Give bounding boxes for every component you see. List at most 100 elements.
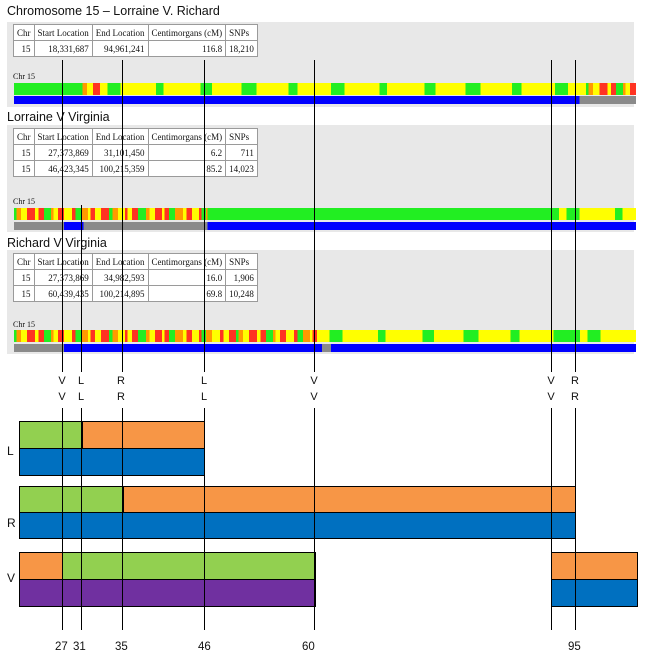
block-l-blue [19, 448, 205, 476]
reference-line [122, 408, 123, 630]
match-track [14, 96, 636, 104]
reference-line [314, 60, 315, 372]
position-label: 95 [568, 641, 581, 653]
table-row: 15 18,331,687 94,961,241 116.8 18,210 [13, 40, 258, 57]
col-chr: Chr [13, 24, 35, 41]
col-snps: SNPs [225, 253, 258, 270]
marker-letter: V [547, 375, 555, 387]
cell: 27,373,869 [33, 144, 93, 161]
reference-line [204, 60, 205, 372]
cell: 46,423,345 [33, 160, 93, 177]
match-track [14, 344, 636, 352]
marker-letter: V [58, 375, 66, 387]
block-v-right-blue [551, 579, 638, 607]
match-track [14, 222, 636, 230]
table-row: 15 60,439,435 100,214,895 69.8 10,248 [13, 285, 258, 302]
marker-letter: V [310, 391, 318, 403]
position-label: 27 [55, 641, 68, 653]
segment-table: Chr Start Location End Location Centimor… [13, 128, 258, 177]
table-header-row: Chr Start Location End Location Centimor… [13, 128, 258, 145]
cell: 34,982,593 [91, 269, 149, 286]
panel-title: Lorraine V Virginia [7, 110, 110, 124]
cell: 27,373,869 [33, 269, 93, 286]
reference-line [62, 408, 63, 630]
cell: 69.8 [147, 285, 227, 302]
cell: 1,906 [225, 269, 258, 286]
block-v-purple [19, 579, 316, 607]
position-label: 35 [115, 641, 128, 653]
col-start: Start Location [33, 24, 93, 41]
color-track [14, 208, 636, 220]
cell: 31,101,450 [91, 144, 149, 161]
comparison-panel: Chr Start Location End Location Centimor… [7, 125, 636, 232]
cell: 711 [225, 144, 258, 161]
table-header-row: Chr Start Location End Location Centimor… [13, 253, 258, 270]
marker-letter: L [200, 391, 208, 403]
comparison-panel: Chr Start Location End Location Centimor… [7, 22, 636, 107]
block-v-green [62, 552, 316, 580]
cell: 100,214,895 [91, 285, 149, 302]
col-cm: Centimorgans (cM) [147, 253, 227, 270]
cell: 15 [13, 269, 35, 286]
col-end: End Location [91, 253, 149, 270]
col-snps: SNPs [225, 128, 258, 145]
marker-letter: V [58, 391, 66, 403]
marker-letter: V [547, 391, 555, 403]
cell: 15 [13, 160, 35, 177]
cell: 14,023 [225, 160, 258, 177]
position-label: 31 [73, 641, 86, 653]
reference-line [314, 408, 315, 630]
col-end: End Location [91, 128, 149, 145]
panel-title: Richard V Virginia [7, 236, 107, 250]
col-end: End Location [91, 24, 149, 41]
col-start: Start Location [33, 128, 93, 145]
marker-letter: R [571, 391, 579, 403]
cell: 10,248 [225, 285, 258, 302]
marker-letter: L [77, 375, 85, 387]
color-track [14, 330, 636, 342]
reference-line [551, 60, 552, 372]
cell: 16.0 [147, 269, 227, 286]
col-cm: Centimorgans (cM) [147, 128, 227, 145]
table-row: 15 27,373,869 34,982,593 16.0 1,906 [13, 269, 258, 286]
reference-line [575, 60, 576, 372]
color-track [14, 83, 636, 95]
cell: 15 [13, 285, 35, 302]
cell: 18,210 [225, 40, 258, 57]
marker-letter: R [117, 375, 125, 387]
col-cm: Centimorgans (cM) [147, 24, 227, 41]
position-label: 60 [302, 641, 315, 653]
reference-line [81, 205, 82, 372]
cell: 85.2 [147, 160, 227, 177]
cell: 18,331,687 [33, 40, 93, 57]
reference-line [81, 408, 82, 630]
row-label-r: R [7, 516, 16, 530]
cell: 15 [13, 144, 35, 161]
reference-line [575, 408, 576, 630]
block-r-orange [123, 486, 576, 513]
block-l-orange [82, 421, 205, 449]
chr-label: Chr 15 [13, 72, 35, 81]
cell: 100,215,359 [91, 160, 149, 177]
marker-letter: L [77, 391, 85, 403]
block-v-right-orange [551, 552, 638, 580]
col-chr: Chr [13, 253, 35, 270]
table-header-row: Chr Start Location End Location Centimor… [13, 24, 258, 41]
marker-letter: R [117, 391, 125, 403]
block-r-blue [19, 512, 576, 539]
col-snps: SNPs [225, 24, 258, 41]
panel-title: Chromosome 15 – Lorraine V. Richard [7, 4, 220, 18]
row-label-v: V [7, 571, 16, 585]
block-l-green [19, 421, 83, 449]
table-row: 15 46,423,345 100,215,359 85.2 14,023 [13, 160, 258, 177]
cell: 15 [13, 40, 35, 57]
comparison-panel: Chr Start Location End Location Centimor… [7, 250, 636, 354]
cell: 94,961,241 [91, 40, 149, 57]
marker-letter: L [200, 375, 208, 387]
segment-table: Chr Start Location End Location Centimor… [13, 253, 258, 302]
cell: 116.8 [147, 40, 227, 57]
reference-line [204, 408, 205, 630]
reference-line [122, 60, 123, 372]
cell: 60,439,435 [33, 285, 93, 302]
position-label: 46 [198, 641, 211, 653]
